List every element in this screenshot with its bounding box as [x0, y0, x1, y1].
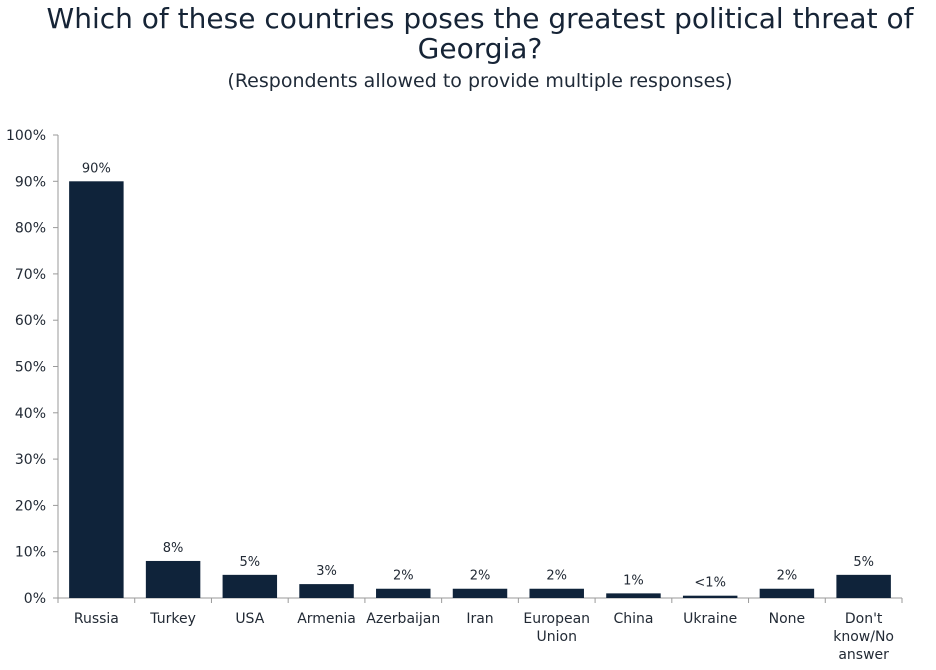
category-label: USA	[235, 611, 264, 627]
bar-european-union	[529, 588, 584, 598]
data-label: 5%	[240, 555, 261, 570]
data-label: 2%	[546, 569, 567, 584]
bar-usa	[222, 574, 278, 598]
bar-don-t-know-no-answer	[836, 574, 891, 598]
data-label: 90%	[82, 161, 111, 176]
y-tick-label: 60%	[15, 313, 46, 329]
category-label: Azerbaijan	[366, 611, 440, 627]
chart-subtitle: (Respondents allowed to provide multiple…	[227, 70, 733, 92]
bar-china	[606, 593, 661, 598]
y-tick-label: 50%	[15, 360, 46, 376]
bar-russia	[69, 181, 124, 599]
bar-none	[759, 588, 815, 598]
data-label: 3%	[316, 564, 337, 579]
category-label: None	[769, 611, 806, 627]
y-tick-label: 90%	[15, 174, 46, 190]
y-tick-label: 10%	[15, 545, 46, 561]
bar-iran	[452, 588, 508, 598]
data-label: 5%	[853, 555, 874, 570]
category-label: Turkey	[149, 611, 196, 627]
y-tick-label: 0%	[24, 591, 46, 607]
data-label: 2%	[470, 569, 491, 584]
bar-azerbaijan	[376, 588, 431, 598]
data-label: 2%	[777, 569, 798, 584]
category-label: Ukraine	[683, 611, 737, 627]
y-tick-label: 100%	[6, 128, 46, 144]
bar-ukraine	[682, 595, 738, 598]
y-tick-label: 80%	[15, 221, 46, 237]
y-tick-label: 30%	[15, 452, 46, 468]
y-tick-label: 70%	[15, 267, 46, 283]
bar-turkey	[145, 560, 201, 598]
y-tick-label: 20%	[15, 498, 46, 514]
data-label: 2%	[393, 569, 414, 584]
bar-armenia	[299, 584, 354, 598]
chart-title: Which of these countries poses the great…	[46, 2, 914, 65]
y-tick-label: 40%	[15, 406, 46, 422]
category-label: Don't know/No answer	[833, 611, 894, 663]
category-label: Russia	[74, 611, 119, 627]
category-label: Armenia	[297, 611, 356, 627]
data-label: 8%	[163, 541, 184, 556]
category-label: China	[613, 611, 653, 627]
data-label: 1%	[623, 573, 644, 588]
category-label: European Union	[523, 611, 590, 645]
category-label: Iran	[466, 611, 493, 627]
data-label: <1%	[694, 576, 726, 591]
